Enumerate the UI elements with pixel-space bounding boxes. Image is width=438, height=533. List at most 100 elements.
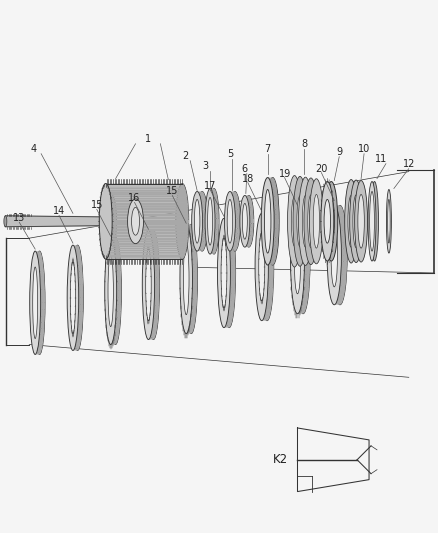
- Polygon shape: [272, 187, 277, 190]
- Polygon shape: [200, 198, 206, 201]
- Polygon shape: [246, 244, 251, 246]
- Polygon shape: [77, 330, 82, 335]
- Polygon shape: [341, 255, 347, 262]
- Polygon shape: [335, 206, 342, 207]
- Polygon shape: [235, 224, 240, 229]
- Polygon shape: [79, 291, 83, 298]
- Polygon shape: [202, 224, 207, 229]
- Polygon shape: [74, 246, 79, 247]
- Ellipse shape: [105, 193, 117, 249]
- Polygon shape: [266, 300, 272, 305]
- Polygon shape: [150, 335, 156, 338]
- Polygon shape: [341, 248, 347, 255]
- Ellipse shape: [296, 208, 310, 314]
- Polygon shape: [192, 265, 198, 272]
- Polygon shape: [226, 222, 233, 225]
- Polygon shape: [229, 235, 234, 240]
- Polygon shape: [154, 264, 159, 271]
- Ellipse shape: [75, 262, 80, 334]
- Polygon shape: [248, 236, 253, 239]
- Ellipse shape: [30, 251, 41, 354]
- Ellipse shape: [142, 230, 155, 340]
- Polygon shape: [340, 274, 346, 280]
- Polygon shape: [248, 239, 252, 241]
- Polygon shape: [115, 253, 120, 258]
- Polygon shape: [212, 192, 217, 196]
- Polygon shape: [212, 250, 216, 252]
- Polygon shape: [113, 337, 118, 341]
- Polygon shape: [41, 296, 45, 303]
- Polygon shape: [338, 295, 344, 298]
- Polygon shape: [190, 236, 196, 240]
- Ellipse shape: [294, 228, 300, 294]
- Polygon shape: [273, 238, 279, 242]
- Polygon shape: [268, 260, 274, 267]
- Polygon shape: [263, 214, 269, 215]
- Ellipse shape: [218, 219, 230, 328]
- Polygon shape: [155, 271, 159, 278]
- Polygon shape: [272, 193, 278, 197]
- Ellipse shape: [99, 183, 112, 259]
- Polygon shape: [339, 216, 345, 220]
- Polygon shape: [270, 259, 276, 261]
- Ellipse shape: [309, 179, 323, 264]
- Ellipse shape: [333, 205, 347, 305]
- Polygon shape: [214, 208, 219, 213]
- Polygon shape: [112, 220, 189, 223]
- Polygon shape: [273, 201, 279, 205]
- Polygon shape: [211, 189, 215, 190]
- Polygon shape: [229, 300, 235, 306]
- Polygon shape: [74, 346, 80, 349]
- Polygon shape: [111, 238, 117, 239]
- Text: 14: 14: [53, 206, 65, 216]
- Polygon shape: [114, 248, 120, 253]
- Polygon shape: [37, 255, 42, 258]
- Polygon shape: [39, 334, 44, 340]
- Polygon shape: [212, 190, 216, 192]
- Polygon shape: [202, 219, 207, 224]
- Ellipse shape: [331, 223, 338, 287]
- Polygon shape: [233, 195, 238, 198]
- Polygon shape: [274, 214, 279, 219]
- Ellipse shape: [353, 195, 359, 248]
- Polygon shape: [76, 340, 81, 343]
- Polygon shape: [201, 233, 207, 238]
- Polygon shape: [249, 232, 253, 236]
- Ellipse shape: [350, 180, 363, 263]
- Text: 13: 13: [13, 213, 25, 223]
- Polygon shape: [298, 312, 305, 313]
- Ellipse shape: [212, 197, 216, 245]
- Polygon shape: [302, 224, 309, 229]
- Polygon shape: [265, 221, 271, 224]
- Ellipse shape: [147, 230, 159, 340]
- Polygon shape: [201, 238, 206, 241]
- Ellipse shape: [221, 238, 227, 308]
- Polygon shape: [192, 258, 197, 265]
- Ellipse shape: [176, 183, 189, 259]
- Text: 19: 19: [279, 168, 291, 179]
- Polygon shape: [112, 239, 118, 241]
- Polygon shape: [272, 249, 277, 253]
- Polygon shape: [212, 247, 217, 250]
- Polygon shape: [270, 261, 275, 263]
- Polygon shape: [76, 252, 81, 256]
- Polygon shape: [301, 215, 307, 219]
- Text: 2: 2: [182, 151, 188, 161]
- Polygon shape: [230, 259, 236, 266]
- Polygon shape: [234, 233, 240, 238]
- Polygon shape: [249, 228, 254, 232]
- Ellipse shape: [313, 195, 319, 248]
- Polygon shape: [229, 240, 235, 246]
- Ellipse shape: [110, 237, 121, 344]
- Ellipse shape: [244, 196, 254, 247]
- Polygon shape: [304, 261, 310, 268]
- Polygon shape: [151, 332, 156, 335]
- Polygon shape: [112, 208, 188, 211]
- Polygon shape: [232, 247, 237, 249]
- Polygon shape: [155, 292, 159, 299]
- Polygon shape: [303, 229, 309, 235]
- Polygon shape: [235, 229, 240, 233]
- Polygon shape: [229, 306, 234, 312]
- Polygon shape: [269, 263, 275, 264]
- Ellipse shape: [71, 262, 75, 334]
